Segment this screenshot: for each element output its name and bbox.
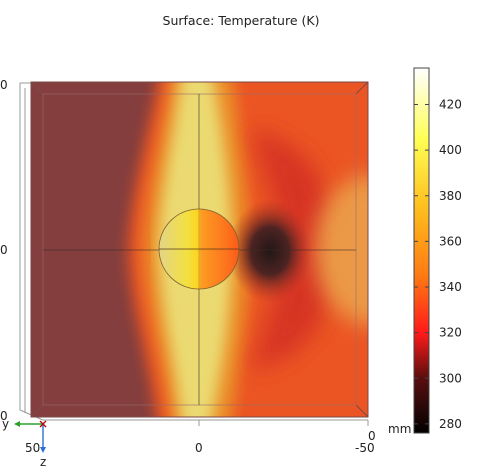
unit-label: mm: [388, 422, 411, 436]
axis-triad: y z: [2, 417, 47, 469]
cold-shadow: [228, 199, 312, 303]
side-tick-middle: 0: [0, 243, 8, 257]
side-tick-bottom: 0: [0, 409, 8, 423]
triad-z-label: z: [40, 455, 46, 469]
colorbar-tick-label: 380: [439, 189, 462, 203]
colorbar-tick-label: 280: [439, 417, 462, 431]
bottom-tick-right-end: 0: [368, 429, 376, 443]
colorbar-tick-label: 340: [439, 280, 462, 294]
bottom-tick-right: -50: [355, 441, 375, 455]
bottom-tick-left: 50: [25, 441, 40, 455]
colorbar-tick-label: 360: [439, 234, 462, 248]
colorbar: 420 400 380 360 340 320 300 280: [413, 67, 462, 434]
colorbar-tick-label: 420: [439, 98, 462, 112]
plot-title: Surface: Temperature (K): [163, 13, 320, 28]
colorbar-tick-label: 400: [439, 143, 462, 157]
colorbar-tick-label: 300: [439, 371, 462, 385]
side-axis: 0 0 0: [0, 78, 8, 423]
colorbar-gradient: [413, 67, 430, 434]
triad-y-label: y: [2, 417, 9, 431]
bottom-axis: 50 0 -50 0 mm: [25, 419, 411, 455]
colorbar-ticks: 420 400 380 360 340 320 300 280: [414, 98, 462, 431]
side-tick-top: 0: [0, 78, 8, 92]
triad-x-marker: [39, 420, 47, 428]
plate-edges: [30, 81, 369, 418]
colorbar-tick-label: 320: [439, 326, 462, 340]
bottom-tick-middle: 0: [195, 441, 203, 455]
sphere-object: [158, 208, 240, 290]
